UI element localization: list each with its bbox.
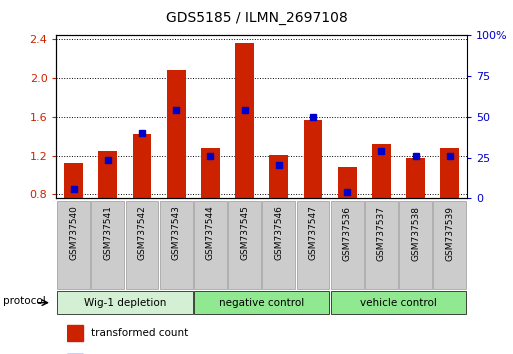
Text: GSM737545: GSM737545: [240, 206, 249, 261]
FancyBboxPatch shape: [399, 201, 432, 289]
Bar: [167, 70, 186, 198]
Text: GSM737542: GSM737542: [137, 206, 146, 260]
Text: vehicle control: vehicle control: [360, 298, 437, 308]
Bar: [338, 167, 357, 198]
Text: GSM737539: GSM737539: [445, 206, 454, 261]
Text: GSM737537: GSM737537: [377, 206, 386, 261]
FancyBboxPatch shape: [126, 201, 159, 289]
Bar: [440, 148, 459, 198]
Bar: [269, 155, 288, 198]
Text: GSM737544: GSM737544: [206, 206, 215, 260]
Text: GSM737546: GSM737546: [274, 206, 283, 261]
Text: protocol: protocol: [3, 296, 46, 307]
Text: GSM737540: GSM737540: [69, 206, 78, 261]
FancyBboxPatch shape: [194, 291, 329, 314]
FancyBboxPatch shape: [194, 201, 227, 289]
Bar: [67, 325, 83, 341]
FancyBboxPatch shape: [297, 201, 329, 289]
Text: GSM737543: GSM737543: [172, 206, 181, 261]
Text: Wig-1 depletion: Wig-1 depletion: [84, 298, 166, 308]
FancyBboxPatch shape: [57, 201, 90, 289]
FancyBboxPatch shape: [262, 201, 295, 289]
Text: GSM737536: GSM737536: [343, 206, 351, 261]
FancyBboxPatch shape: [57, 291, 192, 314]
FancyBboxPatch shape: [365, 201, 398, 289]
Bar: [372, 144, 391, 198]
Bar: [132, 134, 151, 198]
FancyBboxPatch shape: [160, 201, 192, 289]
Bar: [304, 120, 322, 198]
Text: GSM737547: GSM737547: [308, 206, 318, 261]
FancyBboxPatch shape: [91, 201, 124, 289]
Bar: [235, 43, 254, 198]
Text: transformed count: transformed count: [91, 328, 188, 338]
Bar: [201, 148, 220, 198]
Text: GSM737538: GSM737538: [411, 206, 420, 261]
Text: negative control: negative control: [219, 298, 304, 308]
Bar: [64, 163, 83, 198]
FancyBboxPatch shape: [331, 291, 466, 314]
Bar: [98, 151, 117, 198]
Text: GSM737541: GSM737541: [103, 206, 112, 261]
FancyBboxPatch shape: [228, 201, 261, 289]
Text: GDS5185 / ILMN_2697108: GDS5185 / ILMN_2697108: [166, 11, 347, 25]
FancyBboxPatch shape: [331, 201, 364, 289]
FancyBboxPatch shape: [433, 201, 466, 289]
Bar: [406, 159, 425, 198]
